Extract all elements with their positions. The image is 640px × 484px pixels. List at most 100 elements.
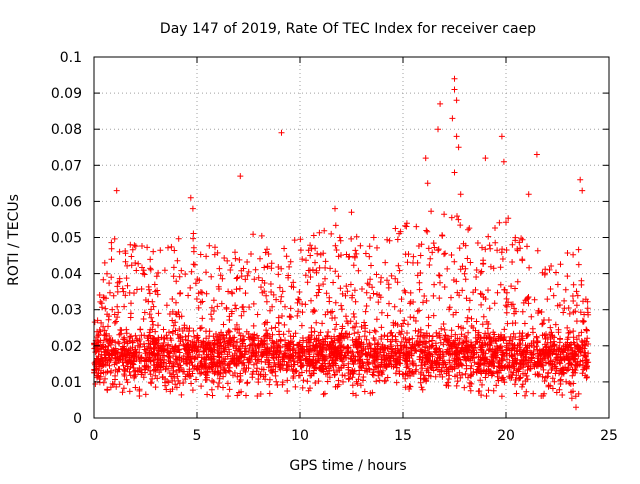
data-point [100, 369, 107, 376]
data-point [493, 382, 500, 389]
data-point [519, 381, 526, 388]
x-tick-label: 20 [497, 428, 515, 444]
data-point [535, 372, 542, 379]
data-point [152, 372, 159, 379]
data-point [504, 356, 510, 363]
data-point [416, 307, 423, 314]
data-point [384, 333, 391, 340]
y-tick-label: 0.04 [51, 267, 82, 283]
data-point [429, 353, 436, 360]
data-point [307, 385, 313, 392]
data-point [305, 339, 312, 346]
data-point [214, 363, 221, 370]
data-point [209, 392, 216, 399]
data-point [101, 294, 108, 301]
data-point [299, 335, 306, 341]
y-tick-label: 0.1 [60, 50, 82, 66]
data-point [539, 320, 546, 327]
data-point [388, 272, 395, 279]
data-point [225, 346, 232, 353]
data-point [239, 304, 246, 311]
data-point [242, 368, 249, 375]
data-point [366, 366, 373, 373]
data-point [108, 357, 114, 363]
data-point [522, 378, 529, 384]
data-point [478, 344, 485, 351]
data-point [514, 278, 521, 285]
data-point [353, 320, 360, 327]
data-point [168, 337, 175, 344]
data-point [146, 311, 153, 318]
data-point [490, 329, 497, 336]
data-point [273, 338, 280, 345]
data-point [329, 308, 336, 315]
data-point [478, 392, 485, 399]
data-point [120, 385, 127, 392]
data-point [331, 333, 338, 340]
data-point [374, 291, 380, 298]
data-point [499, 256, 506, 262]
data-point [560, 355, 567, 362]
x-tick-label: 10 [291, 428, 309, 444]
data-point [549, 375, 556, 382]
data-point [486, 305, 493, 312]
data-point [292, 383, 299, 390]
data-point [270, 339, 276, 346]
data-point [194, 332, 201, 339]
data-point [363, 289, 370, 296]
data-point [577, 309, 584, 316]
data-point [270, 355, 277, 362]
data-point [313, 292, 320, 299]
data-point [494, 289, 501, 296]
data-point [127, 334, 133, 340]
data-point [429, 249, 436, 256]
data-point [417, 333, 424, 340]
data-point [258, 284, 264, 291]
data-point [279, 313, 285, 319]
data-point [510, 330, 517, 337]
data-point [225, 393, 231, 400]
data-point [120, 362, 127, 369]
data-point [131, 373, 138, 380]
data-point [414, 259, 421, 266]
data-point [182, 376, 189, 383]
data-point [323, 290, 330, 297]
data-point [234, 373, 241, 380]
data-point [378, 336, 385, 342]
data-point [549, 385, 556, 392]
data-point [248, 353, 255, 360]
data-point [454, 335, 461, 342]
data-point [229, 290, 236, 297]
data-point [273, 296, 280, 303]
data-point [346, 375, 353, 382]
data-point [173, 299, 179, 306]
data-point [194, 347, 201, 353]
data-point [338, 306, 345, 313]
data-point [477, 269, 484, 276]
data-point [97, 298, 104, 305]
data-point [152, 384, 159, 391]
data-point [304, 378, 311, 385]
data-point [519, 330, 526, 337]
data-point [126, 368, 133, 375]
data-point [191, 333, 197, 340]
data-point [435, 272, 442, 279]
data-point [300, 377, 307, 384]
data-point [421, 334, 428, 341]
data-point [475, 388, 482, 395]
data-point [531, 296, 538, 303]
data-point [351, 287, 358, 294]
data-point [253, 368, 260, 375]
data-point [406, 336, 413, 343]
data-point [529, 354, 536, 361]
data-point [275, 314, 282, 321]
data-point [173, 278, 180, 285]
data-point [231, 334, 238, 341]
data-point [411, 348, 418, 354]
data-point [220, 321, 227, 328]
data-point [583, 327, 590, 334]
data-point [468, 315, 475, 322]
data-point [208, 304, 215, 311]
data-point [432, 373, 439, 380]
data-point [568, 395, 575, 402]
